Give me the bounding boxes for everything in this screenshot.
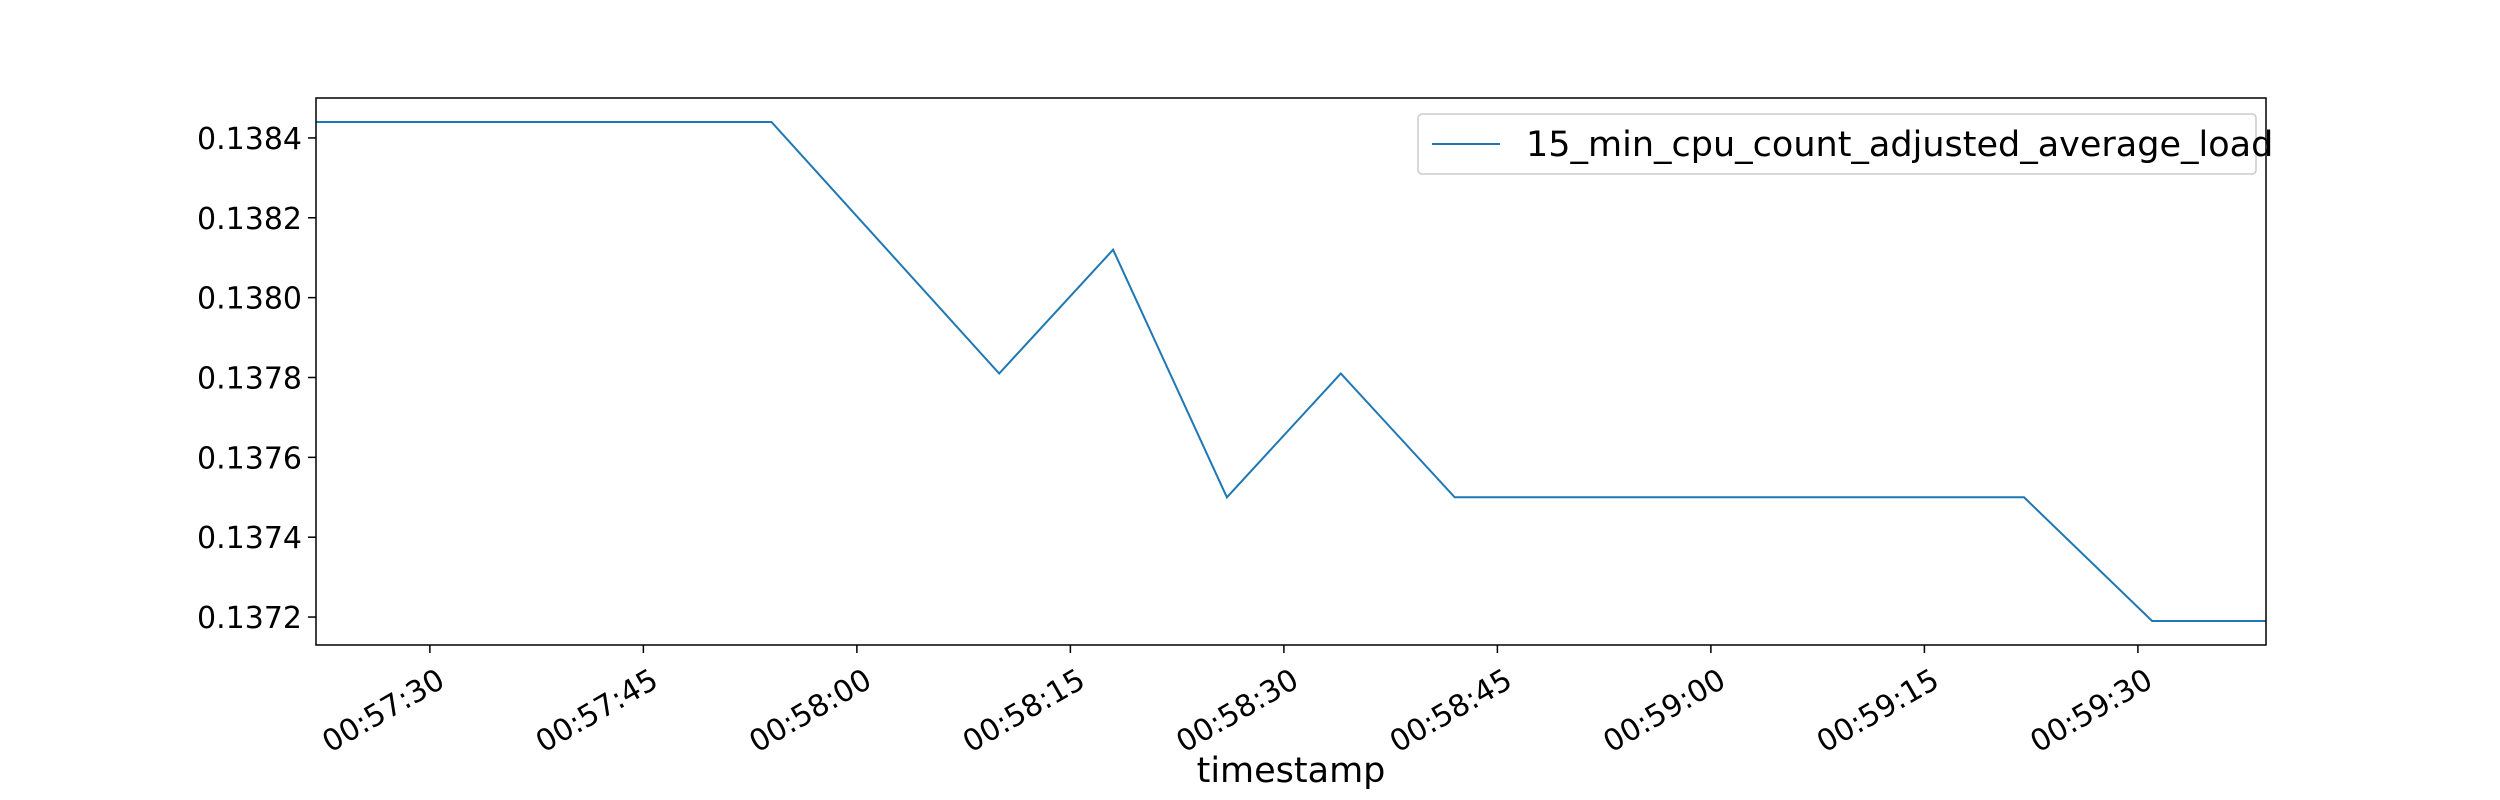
legend-label: 15_min_cpu_count_adjusted_average_load — [1526, 125, 2273, 165]
x-tick-label: 00:58:30 — [1170, 662, 1304, 760]
y-tick-label: 0.1384 — [197, 122, 302, 157]
x-tick-label: 00:58:00 — [743, 662, 877, 760]
legend: 15_min_cpu_count_adjusted_average_load — [1417, 113, 2273, 175]
x-tick-label: 00:59:30 — [2024, 662, 2158, 760]
series-line-0 — [316, 121, 2266, 622]
x-tick-label: 00:57:30 — [316, 662, 450, 760]
y-tick-label: 0.1372 — [197, 601, 302, 636]
y-tick-label: 0.1374 — [197, 521, 302, 556]
y-tick-label: 0.1382 — [197, 202, 302, 237]
x-tick-label: 00:58:45 — [1384, 662, 1518, 760]
y-tick-label: 0.1378 — [197, 361, 302, 396]
x-tick-label: 00:59:15 — [1811, 662, 1945, 760]
legend-box — [1417, 113, 2257, 175]
y-tick-label: 0.1376 — [197, 441, 302, 476]
plot-layer — [316, 121, 2266, 622]
x-axis-label: timestamp — [1197, 751, 1386, 791]
y-tick-label: 0.1380 — [197, 282, 302, 317]
x-tick-label: 00:59:00 — [1597, 662, 1731, 760]
plot-frame — [315, 97, 2267, 646]
x-tick-label: 00:57:45 — [530, 662, 664, 760]
ticks-layer: 0.1372 0.1374 0.1376 0.1378 0.1380 0.1382 0.13… — [197, 122, 2159, 760]
x-tick-label: 00:58:15 — [957, 662, 1091, 760]
